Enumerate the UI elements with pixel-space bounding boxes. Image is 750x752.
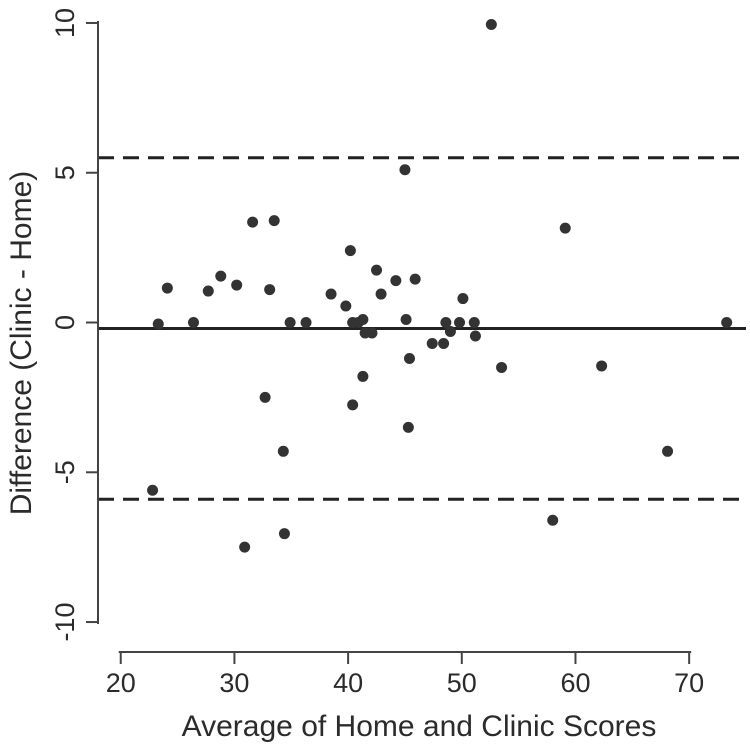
data-point (403, 352, 415, 364)
data-point (496, 361, 508, 373)
x-tick-label: 40 (333, 668, 363, 698)
data-point (231, 279, 243, 291)
y-tick-label: -5 (50, 460, 80, 484)
data-point (344, 245, 356, 257)
data-point (366, 327, 378, 339)
data-point (147, 484, 159, 496)
data-point (547, 514, 559, 526)
x-axis-title: Average of Home and Clinic Scores (182, 710, 657, 743)
data-point (268, 215, 280, 227)
data-point (400, 314, 412, 326)
data-point (277, 445, 289, 457)
data-point (215, 270, 227, 282)
y-tick-label: 10 (50, 8, 80, 38)
data-point (409, 273, 421, 285)
y-tick-label: 0 (50, 315, 80, 330)
data-point (264, 284, 276, 296)
y-axis-ticks: -10 -5 0 5 10 (50, 8, 98, 642)
data-point (559, 222, 571, 234)
data-point (259, 391, 271, 403)
data-point (202, 285, 214, 297)
data-point (187, 317, 199, 329)
data-point (485, 18, 497, 30)
data-point (438, 337, 450, 349)
data-point (721, 317, 733, 329)
data-point (399, 164, 411, 176)
data-point (444, 325, 456, 337)
data-point (247, 216, 259, 228)
data-point (357, 314, 369, 326)
data-point (300, 317, 312, 329)
data-point (454, 317, 466, 329)
x-tick-label: 60 (560, 668, 590, 698)
y-axis-title: Difference (Clinic - Home) (5, 171, 38, 516)
data-point (325, 288, 337, 300)
y-tick-label: -10 (50, 603, 80, 642)
data-point (426, 337, 438, 349)
x-tick-label: 70 (674, 668, 704, 698)
x-tick-label: 20 (106, 668, 136, 698)
data-point (239, 541, 251, 553)
axes (97, 20, 692, 653)
data-points (147, 18, 733, 553)
data-point (469, 330, 481, 342)
data-point (390, 275, 402, 287)
x-tick-label: 30 (219, 668, 249, 698)
data-point (284, 317, 296, 329)
data-point (402, 421, 414, 433)
data-point (278, 528, 290, 540)
data-point (347, 399, 359, 411)
data-point (357, 370, 369, 382)
data-point (375, 288, 387, 300)
data-point (371, 264, 383, 276)
data-point (161, 282, 173, 294)
data-point (596, 360, 608, 372)
data-point (457, 293, 469, 305)
data-point (468, 317, 480, 329)
reference-lines (98, 156, 746, 501)
data-point (440, 317, 452, 329)
x-tick-label: 50 (447, 668, 477, 698)
data-point (662, 445, 674, 457)
data-point (340, 300, 352, 312)
x-axis-ticks: 20 30 40 50 60 70 (106, 652, 704, 698)
data-point (152, 318, 164, 330)
y-tick-label: 5 (50, 165, 80, 180)
